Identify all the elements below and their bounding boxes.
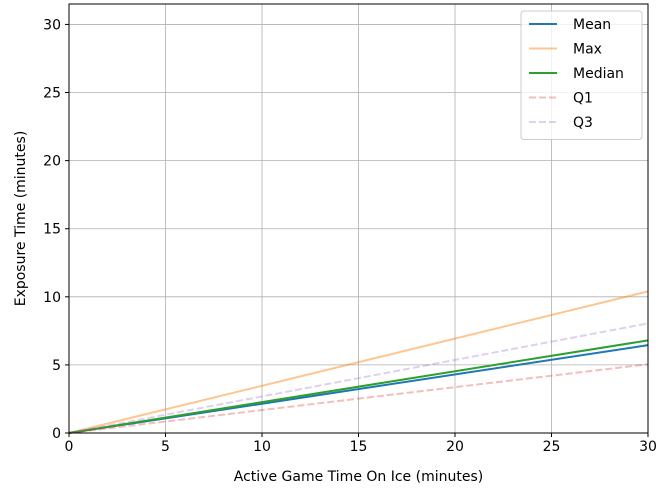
y-tick-label: 15 (43, 222, 61, 238)
y-axis-label: Exposure Time (minutes) (13, 131, 29, 307)
x-axis-ticks: 0 5 10 15 20 25 30 (65, 433, 656, 455)
series-line-q1 (68, 363, 649, 434)
x-tick-label: 15 (350, 439, 368, 455)
y-tick-label: 5 (52, 358, 61, 374)
series-lines (68, 290, 649, 434)
y-tick-label: 10 (43, 290, 61, 306)
x-tick-label: 30 (639, 439, 656, 455)
legend-box (520, 10, 643, 140)
series-line-median (68, 339, 649, 434)
series-line-q3 (68, 322, 649, 434)
legend: Mean Max Median Q1 Q3 (520, 10, 643, 140)
legend-label: Max (573, 42, 602, 58)
legend-label: Q3 (573, 115, 593, 131)
legend-label: Mean (573, 17, 611, 33)
y-tick-label: 30 (43, 17, 61, 33)
x-tick-label: 0 (65, 439, 74, 455)
series-line-max (68, 290, 649, 434)
x-tick-label: 10 (253, 439, 271, 455)
legend-label: Median (573, 66, 624, 82)
y-tick-label: 0 (52, 426, 61, 442)
x-tick-label: 20 (446, 439, 464, 455)
y-tick-label: 25 (43, 86, 61, 102)
y-tick-label: 20 (43, 154, 61, 170)
legend-label: Q1 (573, 91, 593, 107)
y-axis-ticks: 0 5 10 15 20 25 30 (43, 17, 69, 442)
x-axis-label: Active Game Time On Ice (minutes) (234, 469, 483, 485)
x-tick-label: 5 (161, 439, 170, 455)
x-tick-label: 25 (543, 439, 561, 455)
